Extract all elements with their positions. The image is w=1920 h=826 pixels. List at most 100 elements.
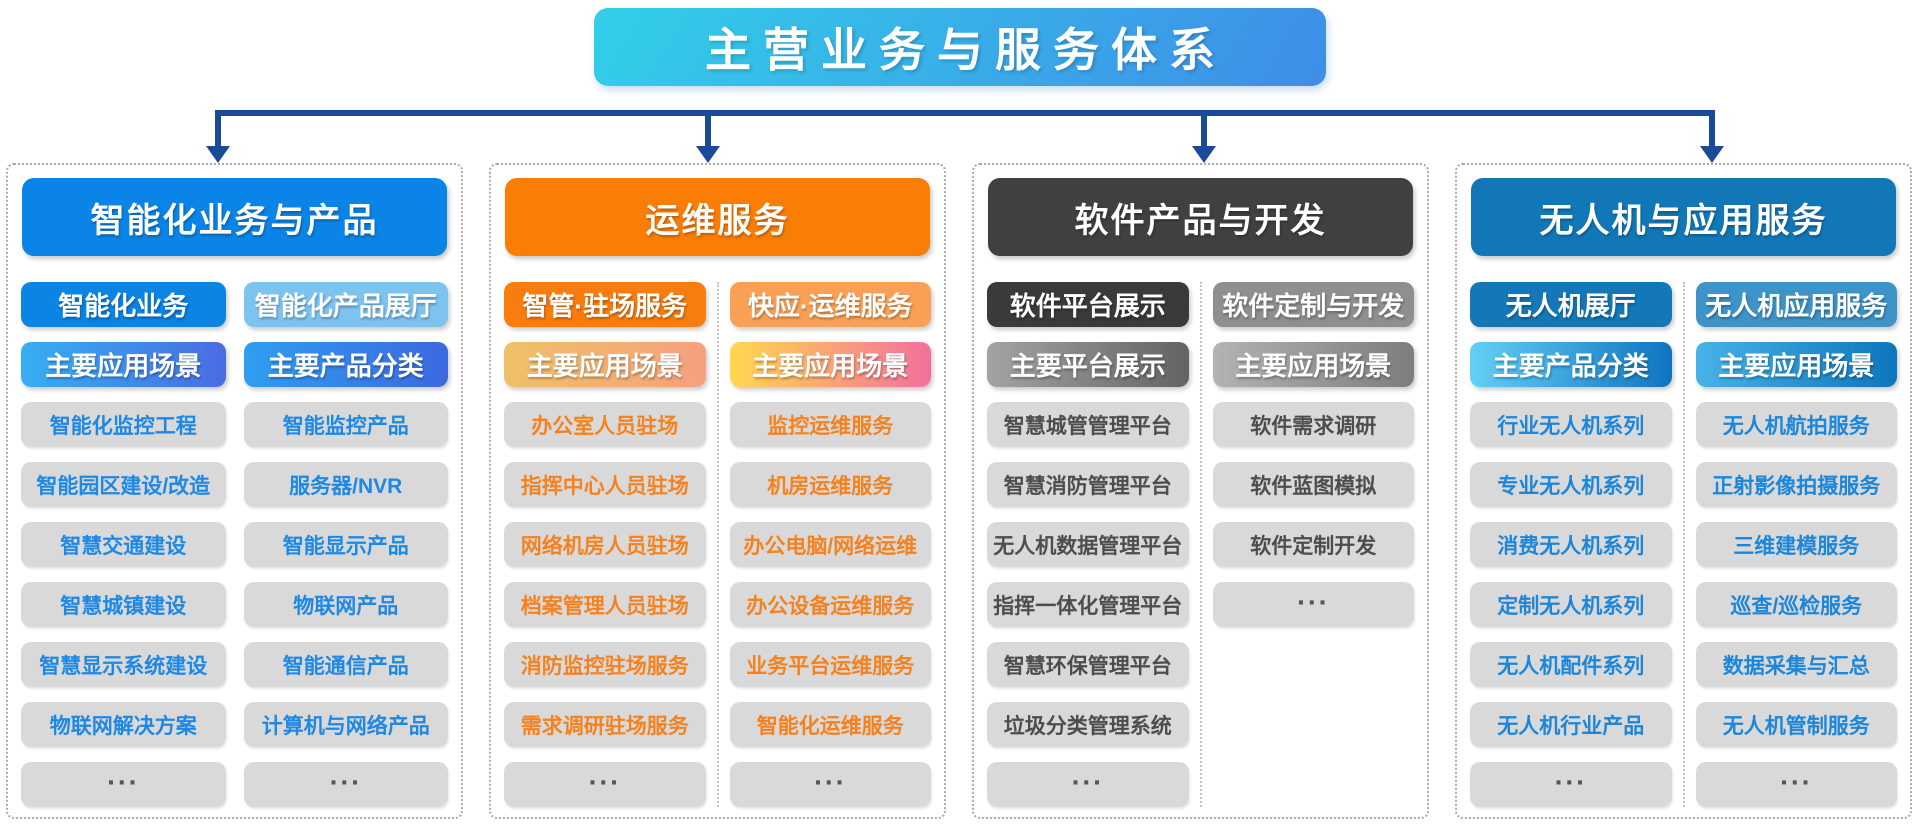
column-software-development: 软件产品与开发 软件平台展示 主要平台展示 智慧城管管理平台 智慧消防管理平台 无人… — [972, 163, 1429, 819]
item-list: 行业无人机系列 专业无人机系列 消费无人机系列 定制无人机系列 无人机配件系列 无人机行业… — [1470, 402, 1672, 807]
more-items-ellipsis: ... — [1695, 759, 1897, 807]
subcolumn: 软件平台展示 主要平台展示 智慧城管管理平台 智慧消防管理平台 无人机数据管理平台指… — [987, 282, 1189, 807]
item-button: 办公室人员驻场 — [504, 402, 706, 447]
subcolumn: 智能化产品展厅 主要产品分类 智能监控产品 服务器/NVR 智能显示产品 物联网产品智… — [243, 282, 448, 807]
item-button: 指挥中心人员驻场 — [504, 462, 706, 507]
subcolumn-divider — [1199, 282, 1202, 807]
column-header: 智能化业务与产品 — [22, 178, 447, 256]
item-button: 物联网解决方案 — [21, 702, 226, 747]
column-uav-services: 无人机与应用服务 无人机展厅 主要产品分类 行业无人机系列 专业无人机系列 消费无人… — [1455, 163, 1912, 819]
item-button: 业务平台运维服务 — [729, 642, 931, 687]
subcolumn-divider — [716, 282, 719, 807]
item-list: 智能化监控工程 智能园区建设/改造 智慧交通建设 智慧城镇建设 智慧显示系统建设 物联网解… — [21, 402, 226, 807]
column-header: 运维服务 — [505, 178, 930, 256]
scene-badge: 主要产品分类 — [243, 342, 448, 387]
item-button: 智慧城管管理平台 — [987, 402, 1189, 447]
scene-badge: 主要应用场景 — [729, 342, 931, 387]
item-button: 行业无人机系列 — [1470, 402, 1672, 447]
subcolumn: 无人机应用服务 主要应用场景 无人机航拍服务 正射影像拍摄服务 三维建模服务 巡查/巡… — [1695, 282, 1897, 807]
column-operations-service: 运维服务 智管·驻场服务 主要应用场景 办公室人员驻场 指挥中心人员驻场 网络机房人… — [489, 163, 946, 819]
item-button: 智慧环保管理平台 — [987, 642, 1189, 687]
item-button: 物联网产品 — [243, 582, 448, 627]
item-list: 监控运维服务 机房运维服务 办公电脑/网络运维 办公设备运维服务 业务平台运维服务 智能化… — [729, 402, 931, 807]
item-list: 智能监控产品 服务器/NVR 智能显示产品 物联网产品智能通信产品 计算机与网络产品..… — [243, 402, 448, 807]
category-badge: 软件定制与开发 — [1212, 282, 1414, 327]
item-button: 智慧城镇建设 — [21, 582, 226, 627]
category-badge: 软件平台展示 — [987, 282, 1189, 327]
item-button: 三维建模服务 — [1695, 522, 1897, 567]
column-intelligent-business: 智能化业务与产品 智能化业务 主要应用场景 智能化监控工程 智能园区建设/改造 智慧… — [6, 163, 463, 819]
subcolumn: 无人机展厅 主要产品分类 行业无人机系列 专业无人机系列 消费无人机系列 定制无人机系… — [1470, 282, 1672, 807]
item-button: 无人机数据管理平台 — [987, 522, 1189, 567]
more-items-ellipsis: ... — [1212, 579, 1414, 627]
category-badge: 无人机展厅 — [1470, 282, 1672, 327]
item-button: 智慧消防管理平台 — [987, 462, 1189, 507]
item-button: 办公电脑/网络运维 — [729, 522, 931, 567]
item-button: 计算机与网络产品 — [243, 702, 448, 747]
item-button: 软件需求调研 — [1212, 402, 1414, 447]
item-button: 指挥一体化管理平台 — [987, 582, 1189, 627]
scene-badge: 主要应用场景 — [21, 342, 226, 387]
item-button: 正射影像拍摄服务 — [1695, 462, 1897, 507]
item-button: 软件蓝图模拟 — [1212, 462, 1414, 507]
item-button: 无人机配件系列 — [1470, 642, 1672, 687]
item-button: 服务器/NVR — [243, 462, 448, 507]
more-items-ellipsis: ... — [21, 759, 226, 807]
subcolumn: 软件定制与开发 主要应用场景 软件需求调研 软件蓝图模拟 软件定制开发... — [1212, 282, 1414, 807]
subcolumn: 智能化业务 主要应用场景 智能化监控工程 智能园区建设/改造 智慧交通建设 智慧城镇建… — [21, 282, 226, 807]
item-button: 巡查/巡检服务 — [1695, 582, 1897, 627]
connector-horizontal-line — [218, 110, 1712, 116]
column-body: 智能化业务 主要应用场景 智能化监控工程 智能园区建设/改造 智慧交通建设 智慧城镇建… — [21, 282, 448, 807]
column-body: 智管·驻场服务 主要应用场景 办公室人员驻场 指挥中心人员驻场 网络机房人员驻场 档案… — [504, 282, 931, 807]
item-list: 无人机航拍服务 正射影像拍摄服务 三维建模服务 巡查/巡检服务 数据采集与汇总 无人机管制… — [1695, 402, 1897, 807]
column-header: 软件产品与开发 — [988, 178, 1413, 256]
item-button: 数据采集与汇总 — [1695, 642, 1897, 687]
item-button: 智能通信产品 — [243, 642, 448, 687]
category-badge: 智能化业务 — [21, 282, 226, 327]
more-items-ellipsis: ... — [987, 759, 1189, 807]
item-button: 智能园区建设/改造 — [21, 462, 226, 507]
category-badge: 智能化产品展厅 — [243, 282, 448, 327]
category-badge: 智管·驻场服务 — [504, 282, 706, 327]
item-button: 网络机房人员驻场 — [504, 522, 706, 567]
item-button: 办公设备运维服务 — [729, 582, 931, 627]
subcolumn-divider — [1682, 282, 1685, 807]
subcolumn: 智管·驻场服务 主要应用场景 办公室人员驻场 指挥中心人员驻场 网络机房人员驻场 档案… — [504, 282, 706, 807]
item-button: 智能监控产品 — [243, 402, 448, 447]
column-body: 软件平台展示 主要平台展示 智慧城管管理平台 智慧消防管理平台 无人机数据管理平台指… — [987, 282, 1414, 807]
category-badge: 无人机应用服务 — [1695, 282, 1897, 327]
column-body: 无人机展厅 主要产品分类 行业无人机系列 专业无人机系列 消费无人机系列 定制无人机系… — [1470, 282, 1897, 807]
item-button: 机房运维服务 — [729, 462, 931, 507]
item-button: 垃圾分类管理系统 — [987, 702, 1189, 747]
item-list: 智慧城管管理平台 智慧消防管理平台 无人机数据管理平台 指挥一体化管理平台 智慧环保管理… — [987, 402, 1189, 807]
item-button: 无人机航拍服务 — [1695, 402, 1897, 447]
item-button: 智慧显示系统建设 — [21, 642, 226, 687]
more-items-ellipsis: ... — [243, 759, 448, 807]
item-button: 定制无人机系列 — [1470, 582, 1672, 627]
item-button: 智慧交通建设 — [21, 522, 226, 567]
scene-badge: 主要应用场景 — [1212, 342, 1414, 387]
more-items-ellipsis: ... — [729, 759, 931, 807]
item-button: 专业无人机系列 — [1470, 462, 1672, 507]
item-button: 智能显示产品 — [243, 522, 448, 567]
columns-container: 智能化业务与产品 智能化业务 主要应用场景 智能化监控工程 智能园区建设/改造 智慧… — [6, 163, 1912, 819]
item-button: 消防监控驻场服务 — [504, 642, 706, 687]
item-button: 软件定制开发 — [1212, 522, 1414, 567]
item-button: 智能化监控工程 — [21, 402, 226, 447]
item-list: 办公室人员驻场 指挥中心人员驻场 网络机房人员驻场 档案管理人员驻场 消防监控驻场服务需… — [504, 402, 706, 807]
item-button: 无人机管制服务 — [1695, 702, 1897, 747]
scene-badge: 主要应用场景 — [1695, 342, 1897, 387]
page-title: 主营业务与服务体系 — [594, 8, 1326, 86]
item-button: 消费无人机系列 — [1470, 522, 1672, 567]
item-button: 需求调研驻场服务 — [504, 702, 706, 747]
item-button: 智能化运维服务 — [729, 702, 931, 747]
scene-badge: 主要平台展示 — [987, 342, 1189, 387]
item-list: 软件需求调研 软件蓝图模拟 软件定制开发... — [1212, 402, 1414, 627]
item-button: 档案管理人员驻场 — [504, 582, 706, 627]
column-header: 无人机与应用服务 — [1471, 178, 1896, 256]
more-items-ellipsis: ... — [504, 759, 706, 807]
scene-badge: 主要应用场景 — [504, 342, 706, 387]
scene-badge: 主要产品分类 — [1470, 342, 1672, 387]
more-items-ellipsis: ... — [1470, 759, 1672, 807]
item-button: 监控运维服务 — [729, 402, 931, 447]
